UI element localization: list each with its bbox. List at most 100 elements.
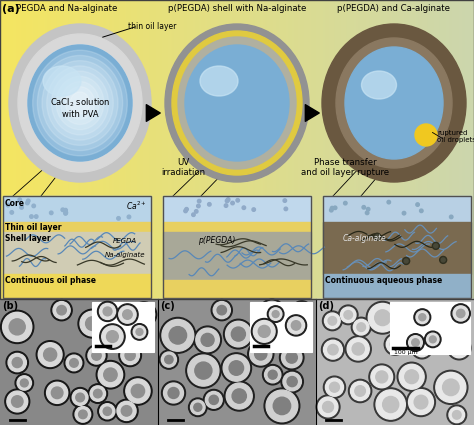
Ellipse shape — [286, 324, 310, 348]
Ellipse shape — [316, 395, 340, 419]
Text: Phase transfer
and oil layer rupture: Phase transfer and oil layer rupture — [301, 158, 389, 177]
Ellipse shape — [57, 306, 66, 315]
Ellipse shape — [113, 320, 128, 334]
Ellipse shape — [261, 301, 283, 323]
Bar — [3, 196, 151, 298]
Ellipse shape — [186, 353, 221, 388]
Ellipse shape — [362, 71, 396, 99]
Ellipse shape — [124, 377, 152, 405]
Ellipse shape — [32, 204, 36, 208]
Ellipse shape — [266, 390, 298, 422]
Ellipse shape — [6, 351, 28, 374]
Ellipse shape — [125, 350, 135, 360]
Ellipse shape — [80, 311, 105, 336]
Ellipse shape — [133, 304, 155, 325]
Ellipse shape — [138, 309, 150, 320]
Ellipse shape — [8, 354, 27, 372]
Bar — [3, 274, 151, 298]
FancyArrowPatch shape — [146, 105, 160, 121]
Ellipse shape — [10, 211, 14, 214]
Ellipse shape — [92, 351, 101, 360]
Ellipse shape — [384, 334, 406, 355]
Ellipse shape — [427, 333, 439, 346]
Ellipse shape — [242, 206, 246, 210]
Ellipse shape — [280, 346, 304, 370]
Ellipse shape — [321, 338, 345, 361]
Ellipse shape — [376, 390, 405, 419]
Ellipse shape — [369, 364, 394, 390]
Bar — [250, 302, 312, 352]
Ellipse shape — [293, 303, 310, 320]
FancyArrowPatch shape — [305, 105, 319, 121]
Ellipse shape — [352, 343, 365, 355]
Ellipse shape — [6, 203, 10, 207]
Ellipse shape — [168, 388, 179, 399]
Ellipse shape — [35, 215, 38, 218]
Ellipse shape — [328, 345, 338, 355]
Ellipse shape — [224, 204, 228, 207]
Ellipse shape — [268, 370, 277, 379]
Ellipse shape — [160, 317, 196, 353]
Text: (b): (b) — [2, 301, 18, 311]
Bar — [163, 196, 311, 298]
Ellipse shape — [30, 215, 33, 218]
Ellipse shape — [376, 371, 388, 383]
Ellipse shape — [104, 368, 117, 381]
Ellipse shape — [345, 336, 371, 362]
Ellipse shape — [51, 71, 109, 135]
Ellipse shape — [43, 66, 81, 96]
Ellipse shape — [188, 355, 219, 386]
Ellipse shape — [98, 402, 117, 421]
Text: 100 μm: 100 μm — [394, 350, 418, 355]
Ellipse shape — [252, 208, 255, 211]
Ellipse shape — [374, 233, 381, 240]
Ellipse shape — [432, 242, 439, 249]
Ellipse shape — [209, 395, 219, 405]
Ellipse shape — [164, 383, 183, 403]
Ellipse shape — [185, 45, 289, 161]
Bar — [163, 280, 311, 298]
Ellipse shape — [117, 304, 138, 325]
Ellipse shape — [414, 309, 431, 326]
Ellipse shape — [231, 201, 234, 205]
Text: Thin oil layer: Thin oil layer — [5, 223, 62, 232]
Text: PEGDA and Na-alginate: PEGDA and Na-alginate — [16, 4, 118, 13]
Ellipse shape — [88, 347, 105, 364]
Ellipse shape — [414, 395, 428, 409]
Ellipse shape — [70, 388, 90, 407]
Ellipse shape — [73, 405, 93, 424]
Bar — [3, 232, 151, 274]
Text: Na-alginate: Na-alginate — [105, 252, 146, 258]
Ellipse shape — [351, 317, 371, 337]
Ellipse shape — [266, 326, 286, 346]
Ellipse shape — [449, 215, 453, 219]
Ellipse shape — [287, 377, 297, 387]
Ellipse shape — [119, 344, 141, 367]
Ellipse shape — [449, 338, 469, 358]
Ellipse shape — [322, 24, 466, 182]
Ellipse shape — [38, 343, 62, 366]
Ellipse shape — [49, 211, 53, 215]
Ellipse shape — [225, 199, 229, 203]
Ellipse shape — [224, 381, 254, 411]
Ellipse shape — [37, 55, 123, 150]
Ellipse shape — [269, 308, 282, 320]
Ellipse shape — [323, 402, 334, 412]
Ellipse shape — [56, 76, 104, 130]
Ellipse shape — [223, 355, 249, 381]
Ellipse shape — [28, 45, 132, 161]
Bar — [323, 222, 471, 274]
Ellipse shape — [251, 318, 277, 344]
Ellipse shape — [2, 312, 32, 341]
Ellipse shape — [226, 321, 251, 347]
Ellipse shape — [446, 313, 458, 325]
Ellipse shape — [409, 336, 422, 349]
Ellipse shape — [366, 207, 370, 211]
Ellipse shape — [250, 343, 272, 365]
Ellipse shape — [65, 87, 94, 119]
Ellipse shape — [213, 302, 230, 319]
Ellipse shape — [126, 379, 150, 403]
Ellipse shape — [323, 376, 346, 398]
Ellipse shape — [184, 209, 187, 212]
Ellipse shape — [344, 201, 347, 205]
